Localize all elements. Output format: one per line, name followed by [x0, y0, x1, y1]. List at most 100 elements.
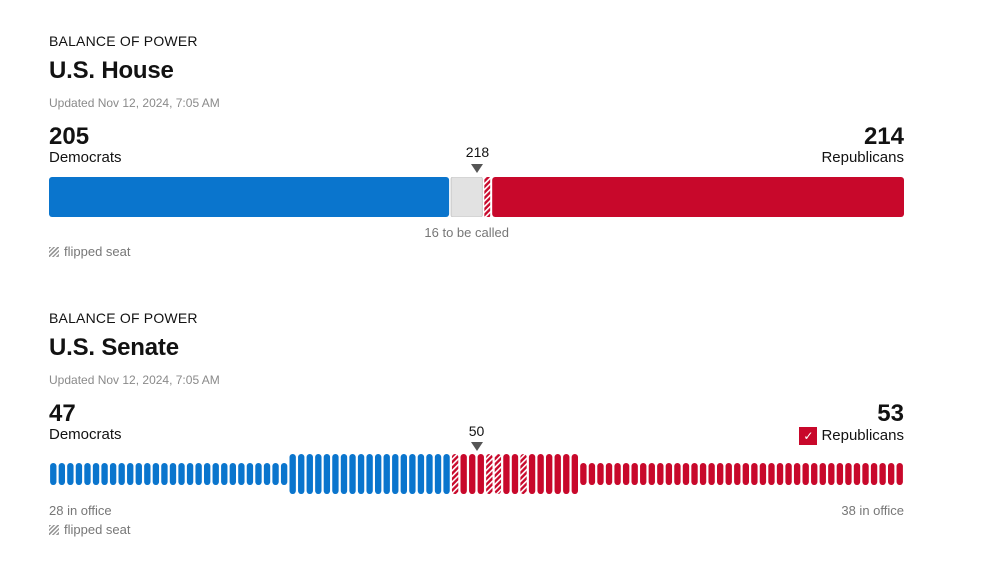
senate-seat-rep-in-office: [699, 463, 707, 485]
senate-seat-rep-in-office: [648, 463, 655, 485]
senate-seat-rep-in-office: [793, 463, 801, 485]
senate-seat-dem-contested: [289, 454, 296, 494]
check-icon: ✓: [799, 427, 818, 445]
senate-balance-section: BALANCE OF POWER U.S. Senate Updated Nov…: [49, 310, 904, 550]
senate-seat-rep-in-office: [751, 463, 758, 485]
senate-seat-dem-contested: [383, 454, 390, 494]
senate-seat-rep-contested: [546, 454, 553, 494]
senate-seat-rep-in-office: [597, 463, 604, 485]
senate-seat-dem-contested: [366, 454, 373, 494]
senate-seat-dem-in-office: [195, 463, 202, 485]
house-rep-label: Republicans: [821, 149, 904, 166]
house-rep-flipped-bar: [484, 177, 491, 217]
senate-seat-rep-in-office: [622, 463, 630, 485]
senate-seat-rep-contested-flipped: [494, 454, 502, 494]
senate-seat-rep-in-office: [888, 463, 895, 485]
senate-seat-dem-in-office: [144, 463, 151, 485]
senate-seat-rep-contested: [554, 454, 561, 494]
senate-seat-dem-in-office: [135, 463, 142, 485]
senate-seat-rep-in-office: [682, 463, 690, 485]
senate-seat-rep-in-office: [742, 463, 749, 485]
senate-seat-rep-contested-flipped: [451, 454, 459, 494]
senate-seat-rep-in-office: [759, 463, 767, 485]
senate-seat-dem-contested: [357, 454, 365, 494]
senate-flipped-label: flipped seat: [64, 522, 131, 537]
senate-seat-rep-in-office: [870, 463, 878, 485]
senate-rep-seat-count: 53: [877, 400, 904, 427]
flipped-swatch-icon: [49, 524, 59, 535]
senate-seat-dem-in-office: [255, 463, 262, 485]
flipped-swatch-icon: [49, 246, 59, 257]
senate-seat-dem-in-office: [109, 463, 117, 485]
senate-seat-rep-in-office: [657, 463, 664, 485]
senate-seat-rep-contested: [528, 454, 536, 494]
senate-title: U.S. Senate: [49, 334, 179, 361]
senate-seat-rep-contested: [460, 454, 467, 494]
senate-seat-dem-in-office: [178, 463, 185, 485]
senate-seat-rep-in-office: [580, 463, 587, 485]
senate-seat-dem-in-office: [101, 463, 108, 485]
senate-seat-rep-contested: [563, 454, 570, 494]
senate-seat-dem-in-office: [58, 463, 65, 485]
senate-seat-rep-in-office: [665, 463, 673, 485]
senate-seat-rep-contested: [469, 454, 476, 494]
senate-seat-dem-contested: [375, 454, 382, 494]
senate-seat-rep-contested: [477, 454, 484, 494]
house-majority-label: 218: [465, 144, 490, 160]
senate-seat-dem-contested: [417, 454, 425, 494]
senate-seat-dem-in-office: [186, 463, 194, 485]
senate-seat-dem-in-office: [75, 463, 83, 485]
senate-dem-in-office: 28 in office: [49, 503, 112, 518]
senate-seat-dem-in-office: [263, 463, 271, 485]
house-majority-marker-icon: [471, 164, 484, 173]
senate-seat-rep-in-office: [605, 463, 613, 485]
senate-seat-rep-in-office: [879, 463, 886, 485]
senate-seat-dem-contested: [340, 454, 348, 494]
senate-seat-dem-contested: [400, 454, 407, 494]
senate-seat-dem-in-office: [229, 463, 236, 485]
senate-seat-rep-in-office: [734, 463, 741, 485]
senate-seat-dem-contested: [426, 454, 433, 494]
senate-dem-seat-count: 47: [49, 400, 76, 427]
senate-seat-dem-in-office: [221, 463, 228, 485]
senate-seat-rep-contested: [511, 454, 519, 494]
senate-seat-rep-in-office: [896, 463, 903, 485]
senate-seat-rep-in-office: [674, 463, 681, 485]
senate-seat-dem-in-office: [127, 463, 134, 485]
senate-seat-rep-in-office: [776, 463, 784, 485]
senate-seat-dem-contested: [392, 454, 399, 494]
senate-seat-dem-in-office: [280, 463, 288, 485]
senate-seat-rep-in-office: [836, 463, 844, 485]
senate-seat-rep-in-office: [631, 463, 638, 485]
senate-seat-dem-in-office: [246, 463, 254, 485]
senate-majority-marker-icon: [470, 442, 483, 451]
senate-dem-label: Democrats: [49, 426, 122, 443]
house-kicker: BALANCE OF POWER: [49, 33, 198, 49]
senate-seat-rep-in-office: [853, 463, 861, 485]
house-flipped-legend: flipped seat: [49, 244, 131, 259]
senate-seat-rep-in-office: [725, 463, 732, 485]
senate-seat-dem-contested: [434, 454, 442, 494]
senate-seat-dem-contested: [443, 454, 450, 494]
senate-seat-dem-contested: [298, 454, 305, 494]
senate-seat-rep-in-office: [768, 463, 775, 485]
senate-seat-rep-in-office: [588, 463, 596, 485]
senate-seat-dem-in-office: [169, 463, 177, 485]
house-title: U.S. House: [49, 57, 174, 84]
house-rep-seat-count: 214: [863, 123, 904, 150]
senate-seat-rep-contested: [503, 454, 510, 494]
senate-seat-rep-in-office: [819, 463, 826, 485]
senate-seat-dem-in-office: [272, 463, 279, 485]
senate-updated-timestamp: Updated Nov 12, 2024, 7:05 AM: [49, 373, 220, 387]
senate-seat-rep-in-office: [640, 463, 647, 485]
house-uncalled-label: 16 to be called: [424, 225, 509, 240]
senate-seat-rep-contested: [537, 454, 544, 494]
senate-seat-dem-contested: [409, 454, 416, 494]
house-dem-label: Democrats: [49, 149, 122, 166]
senate-seat-dem-in-office: [67, 463, 74, 485]
house-seat-bar: [49, 177, 904, 217]
senate-seat-dem-contested: [323, 454, 331, 494]
senate-seat-rep-in-office: [785, 463, 792, 485]
senate-seat-rep-contested: [571, 454, 578, 494]
house-uncalled-bar: [450, 177, 483, 217]
